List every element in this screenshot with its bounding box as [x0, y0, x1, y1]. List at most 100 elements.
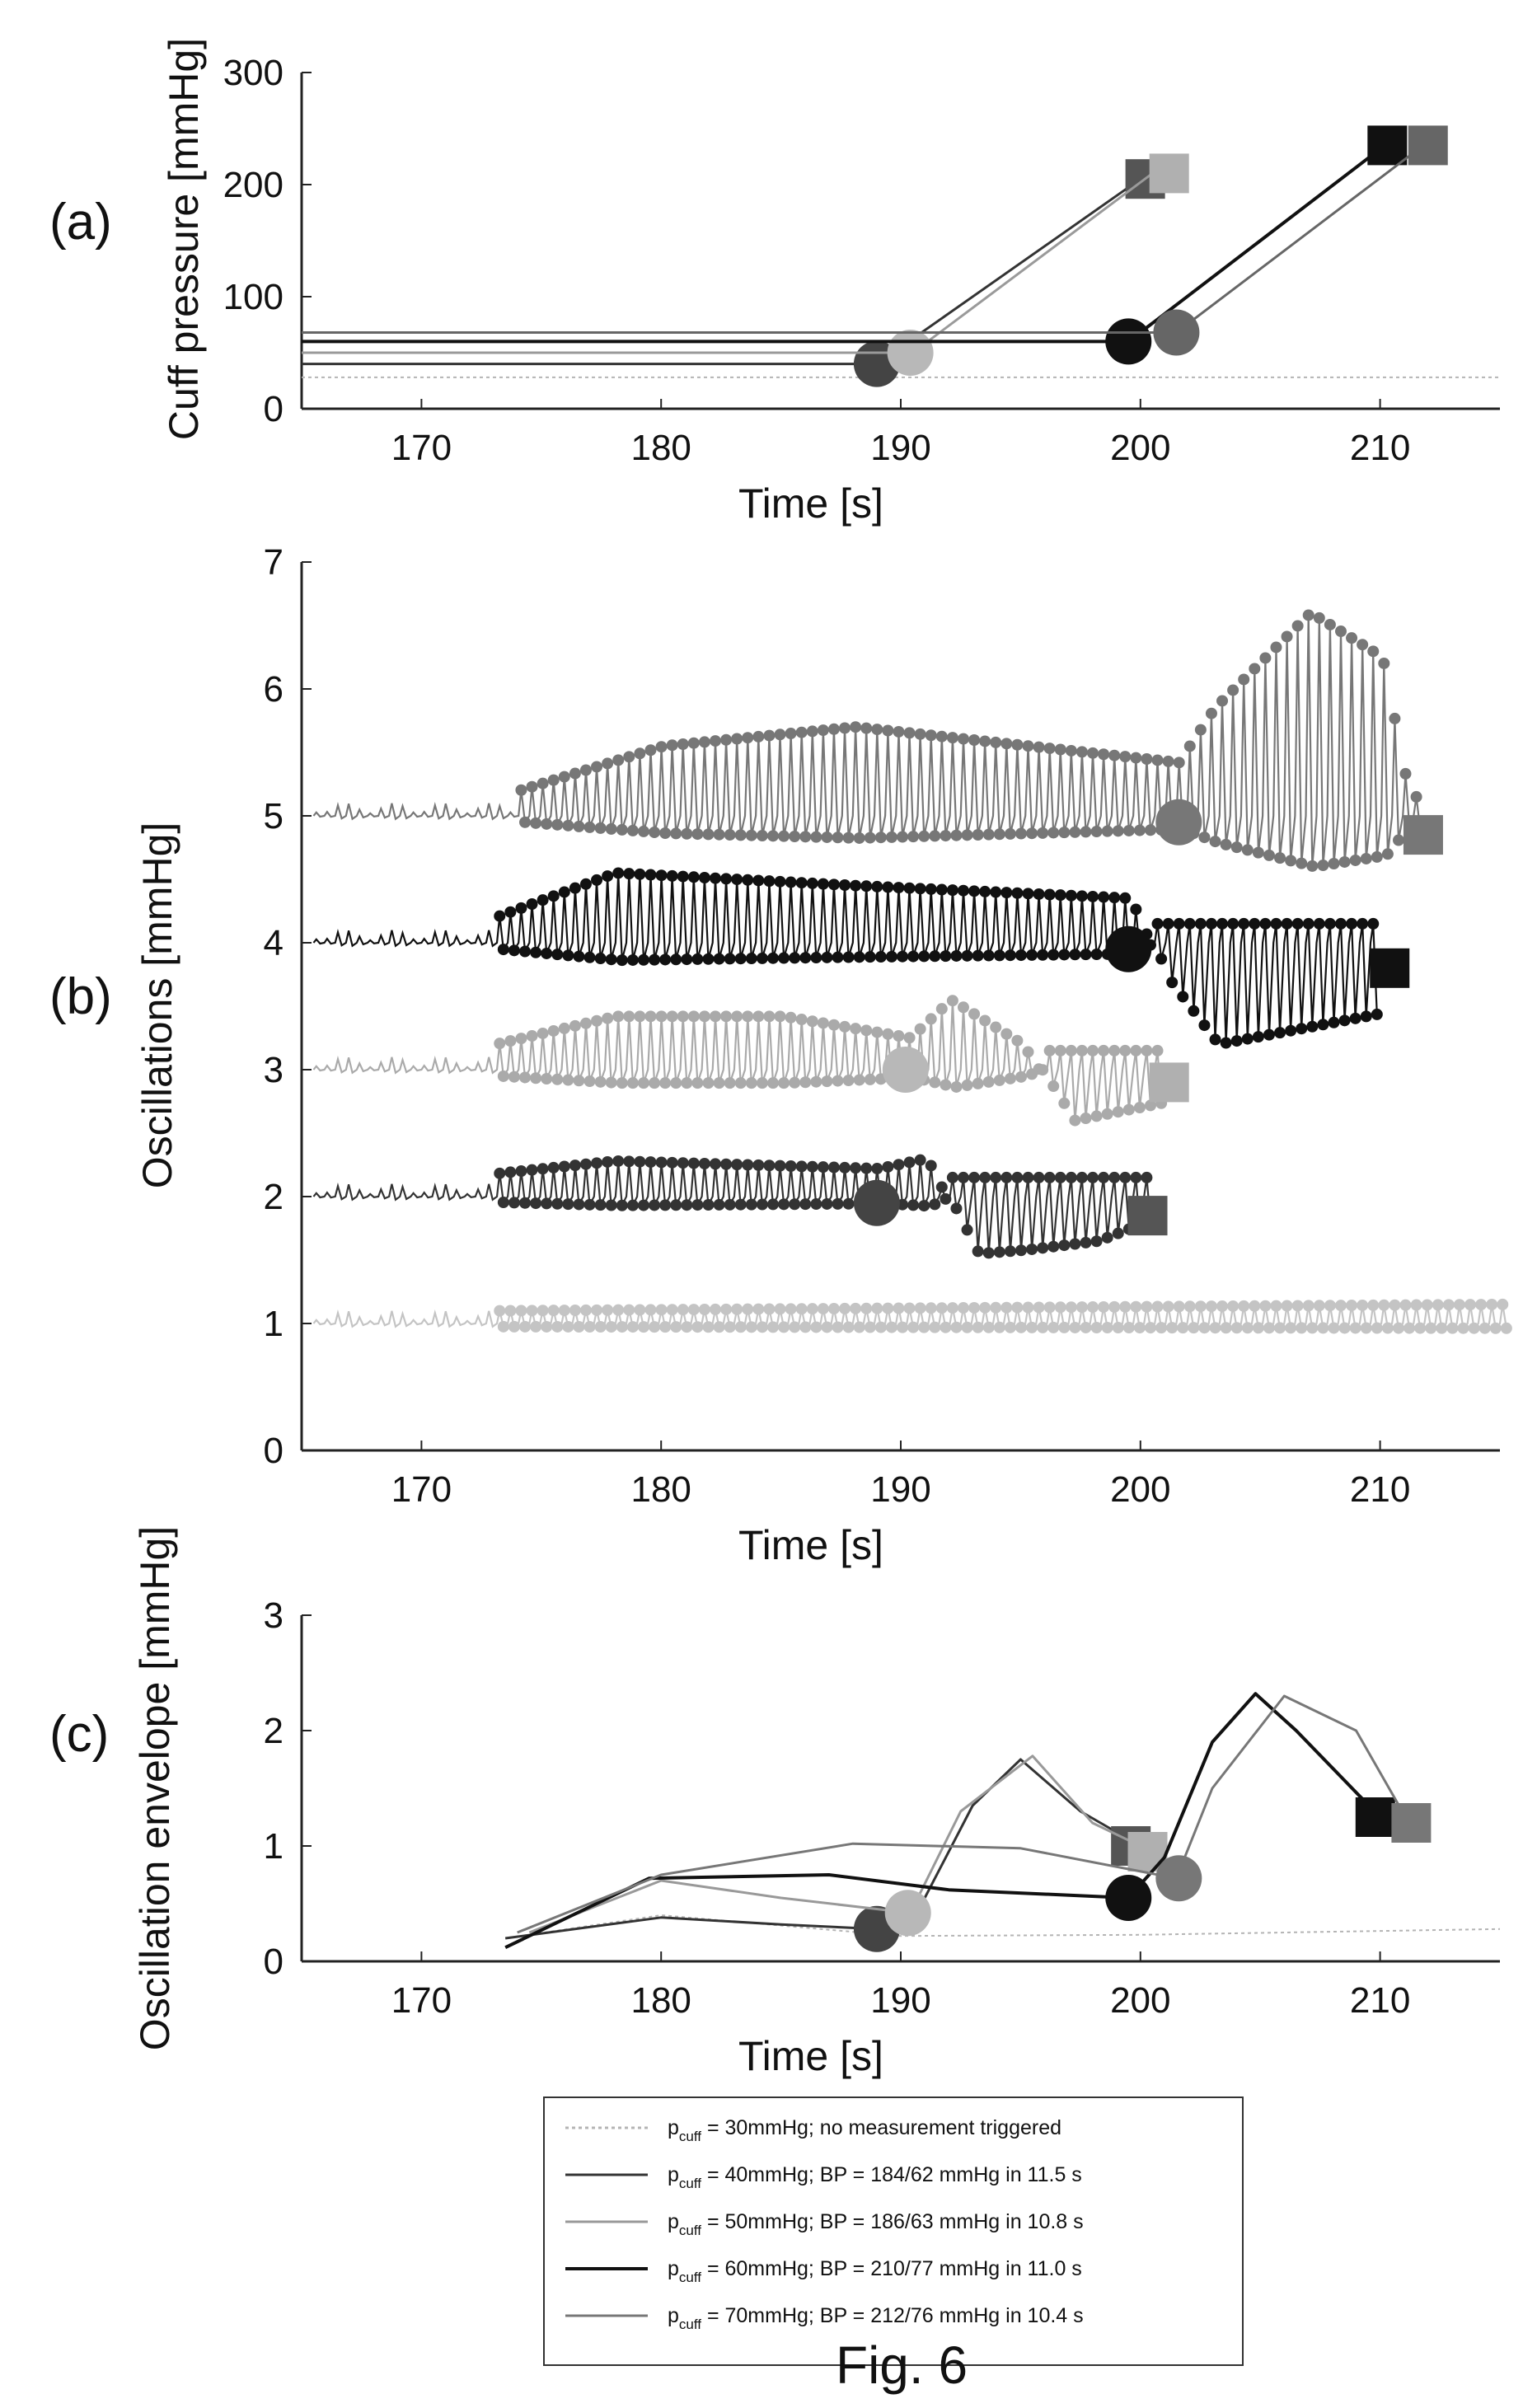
legend-text: = 30mmHg; no measurement triggered — [701, 2116, 1061, 2139]
trough-point-s70 — [1230, 841, 1243, 854]
trough-point-s50 — [519, 1071, 532, 1084]
peak-point-s30 — [1442, 1299, 1455, 1311]
trough-point-s30 — [702, 1321, 715, 1333]
trough-point-s30 — [519, 1320, 532, 1333]
peak-point-s40 — [569, 1159, 581, 1172]
trough-point-s60 — [940, 950, 952, 963]
trough-point-s60 — [1252, 1031, 1264, 1043]
trough-point-s50 — [573, 1075, 585, 1087]
peak-point-s50 — [871, 1026, 883, 1038]
trough-point-s40 — [734, 1198, 747, 1211]
series-line-s60 — [504, 1692, 1382, 1950]
peak-point-s60 — [1119, 892, 1132, 904]
peak-point-s40 — [1011, 1171, 1024, 1183]
trough-point-s30 — [1058, 1321, 1071, 1333]
peak-point-s40 — [634, 1155, 646, 1168]
peak-point-s70 — [1346, 632, 1358, 644]
y-axis-label: Oscillations [mmHg] — [134, 822, 180, 1189]
peak-point-s30 — [1065, 1301, 1077, 1314]
trough-point-s40 — [1047, 1240, 1060, 1253]
trough-point-s60 — [1026, 949, 1038, 961]
x-tick-label: 170 — [391, 1469, 452, 1510]
x-tick-label: 170 — [391, 1980, 452, 2021]
peak-point-s40 — [752, 1159, 765, 1171]
peak-point-s30 — [1205, 1300, 1217, 1313]
peak-point-s30 — [1357, 1299, 1369, 1311]
trough-point-s50 — [1069, 1114, 1081, 1127]
peak-point-s40 — [537, 1163, 549, 1175]
peak-point-s70 — [1302, 609, 1314, 621]
peak-point-s70 — [1098, 748, 1110, 761]
chart-panel-b: 170 180 190 200 210 0 1 2 3 4 5 6 7 Time [s] Oscillati… — [49, 542, 1512, 1568]
peak-point-s40 — [1087, 1171, 1099, 1183]
trough-point-s50 — [551, 1073, 564, 1085]
trough-point-s40 — [626, 1199, 639, 1211]
trough-point-s60 — [1360, 1010, 1372, 1023]
trough-point-s60 — [1177, 991, 1189, 1003]
trough-point-s30 — [1112, 1322, 1124, 1334]
peak-point-s40 — [612, 1155, 625, 1167]
trough-point-s70 — [1263, 849, 1275, 861]
trough-point-s50 — [756, 1077, 768, 1089]
peak-point-s70 — [1173, 757, 1185, 769]
peak-point-s60 — [752, 874, 765, 887]
trough-point-s50 — [940, 1079, 952, 1091]
trough-point-s50 — [745, 1077, 757, 1089]
trough-point-s60 — [1090, 949, 1103, 961]
trough-point-s70 — [594, 822, 607, 834]
y-tick-label: 0 — [264, 1942, 284, 1982]
peak-point-s60 — [1291, 917, 1304, 930]
peak-point-s30 — [1432, 1299, 1444, 1311]
peak-point-s70 — [579, 764, 592, 776]
trough-point-s60 — [821, 951, 833, 963]
trough-point-s50 — [616, 1077, 628, 1089]
x-tick-label: 180 — [630, 1980, 691, 2021]
trough-point-s30 — [789, 1321, 801, 1333]
peak-point-s50 — [893, 1030, 905, 1042]
trough-point-s40 — [810, 1198, 822, 1211]
peak-point-s40 — [591, 1157, 603, 1169]
peak-point-s40 — [806, 1160, 818, 1173]
peak-point-s40 — [1075, 1171, 1088, 1183]
peak-point-s50 — [1075, 1044, 1088, 1056]
peak-point-s60 — [1065, 889, 1077, 902]
trough-point-s70 — [616, 823, 628, 836]
peak-point-s60 — [914, 883, 926, 895]
peak-point-s60 — [1173, 917, 1185, 930]
trough-point-s60 — [1015, 949, 1027, 962]
series-line-s50 — [528, 1754, 1153, 1934]
trough-point-s60 — [874, 951, 887, 963]
peak-point-s70 — [946, 732, 958, 744]
peak-point-s70 — [1367, 645, 1380, 658]
end-of-measurement-marker-s40 — [1127, 1196, 1168, 1236]
peak-point-s60 — [1216, 917, 1229, 930]
peak-point-s60 — [1183, 917, 1196, 930]
peak-point-s50 — [979, 1014, 991, 1027]
trough-point-s70 — [1145, 824, 1157, 836]
peak-point-s60 — [569, 882, 581, 894]
peak-point-s50 — [709, 1010, 721, 1023]
peak-point-s70 — [935, 730, 948, 743]
peak-point-s30 — [1108, 1300, 1121, 1313]
trough-point-s70 — [670, 827, 682, 840]
peak-point-s70 — [731, 733, 743, 745]
trough-point-s30 — [659, 1321, 672, 1333]
peak-point-s30 — [709, 1303, 721, 1315]
chart-panel-a: 170 180 190 200 210 0 100 200 300 Time [s] Cuff pr… — [49, 38, 1500, 527]
peak-point-s70 — [903, 727, 916, 739]
x-tick-label: 190 — [870, 428, 930, 468]
peak-point-s40 — [1130, 1171, 1142, 1183]
peak-point-s50 — [1130, 1044, 1142, 1056]
trough-point-s60 — [950, 949, 963, 962]
trough-point-s70 — [799, 831, 812, 843]
peak-point-s40 — [925, 1159, 937, 1172]
peak-point-s40 — [579, 1158, 592, 1170]
peak-point-s70 — [612, 754, 625, 766]
trough-point-s30 — [810, 1321, 822, 1333]
trough-point-s40 — [1069, 1238, 1081, 1250]
trough-point-s60 — [670, 953, 682, 966]
trough-point-s50 — [670, 1077, 682, 1089]
trough-point-s70 — [1209, 836, 1221, 848]
trough-point-s30 — [778, 1321, 790, 1333]
end-of-measurement-marker-s50 — [1149, 1062, 1189, 1103]
